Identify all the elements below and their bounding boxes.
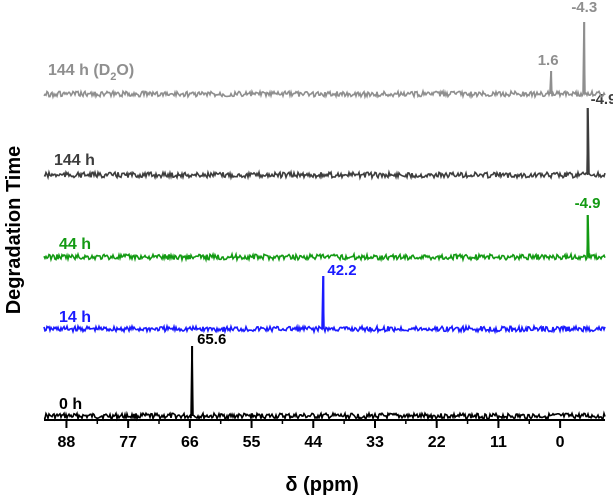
spectrum-1: 42.2 14 h xyxy=(43,262,606,335)
x-tick-label: 77 xyxy=(119,434,137,451)
peak-label: 1.6 xyxy=(538,52,559,69)
x-tick-label: 33 xyxy=(366,434,384,451)
spectrum-4: 1.6 -4.3 144 h (D2O) xyxy=(43,0,606,100)
spectrum-trace xyxy=(43,214,606,263)
x-tick-label: 66 xyxy=(181,434,199,451)
series-label-end: O) xyxy=(116,62,134,79)
spectrum-trace xyxy=(43,345,606,422)
series-label-sub: 2 xyxy=(110,71,116,83)
series-label: 44 h xyxy=(59,236,91,253)
x-tick-label: 0 xyxy=(556,434,565,451)
series-label: 14 h xyxy=(59,309,91,326)
spectrum-3: -4.9 144 h xyxy=(43,91,613,181)
peak-label: 65.6 xyxy=(197,331,226,348)
peak-label: -4.3 xyxy=(571,0,597,16)
series-label: 0 h xyxy=(59,396,82,413)
series-label: 144 h xyxy=(54,152,95,169)
x-axis-label: δ (ppm) xyxy=(285,474,358,496)
spectrum-0: 65.6 0 h xyxy=(43,331,606,422)
spectrum-trace xyxy=(43,21,606,100)
y-axis-label: Degradation Time xyxy=(3,146,25,315)
x-tick-label: 88 xyxy=(58,434,76,451)
peak-label: 42.2 xyxy=(327,262,356,279)
peak-label: -4.9 xyxy=(591,91,613,108)
spectrum-2: -4.9 44 h xyxy=(43,195,606,263)
peak-label: -4.9 xyxy=(575,195,601,212)
series-label-main: 144 h (D xyxy=(48,62,110,79)
x-tick-label: 11 xyxy=(490,434,507,451)
x-tick-label: 55 xyxy=(243,434,261,451)
x-tick-label: 22 xyxy=(428,434,446,451)
x-tick-label: 44 xyxy=(304,434,322,451)
spectrum-trace xyxy=(43,107,606,181)
spectrum-trace xyxy=(43,275,606,335)
x-axis: 88 77 66 55 44 33 22 11 0 xyxy=(44,419,605,451)
series-label: 144 h (D2O) xyxy=(48,62,134,83)
